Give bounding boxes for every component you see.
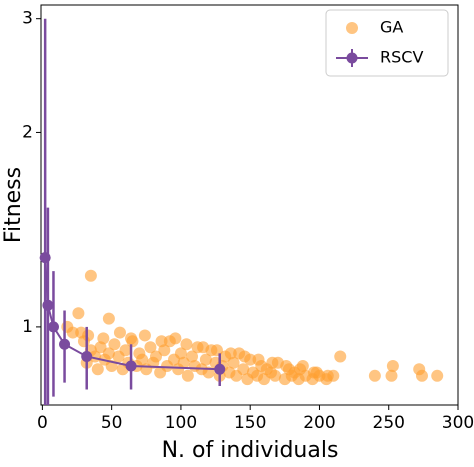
rscv-point: [42, 299, 54, 311]
ga-point: [138, 329, 151, 342]
ga-point: [269, 369, 282, 382]
x-tick-label: 0: [37, 413, 48, 433]
ga-point: [174, 347, 187, 360]
ga-point: [155, 335, 168, 348]
ga-point: [307, 366, 320, 379]
ga-point: [72, 307, 85, 320]
ga-point: [113, 326, 126, 339]
rscv-point: [39, 252, 51, 264]
y-tick-label: 2: [22, 122, 33, 142]
y-axis-label: Fitness: [1, 167, 26, 243]
ga-point: [266, 356, 279, 369]
ga-point: [252, 353, 265, 366]
x-tick-label: 100: [165, 413, 197, 433]
x-axis-label: N. of individuals: [162, 438, 339, 463]
ga-point: [84, 269, 97, 282]
ga-point: [321, 369, 334, 382]
ga-point: [238, 350, 251, 363]
ga-point: [210, 344, 223, 357]
ga-point: [158, 344, 171, 357]
plot-frame: [40, 4, 459, 406]
ga-point: [149, 350, 162, 363]
y-tick-label: 1: [22, 317, 33, 337]
ga-point: [227, 356, 240, 369]
ga-point: [91, 363, 104, 376]
x-tick-label: 150: [234, 413, 266, 433]
ga-point: [186, 350, 199, 363]
ga-point: [224, 347, 237, 360]
ga-point: [294, 363, 307, 376]
ga-point: [334, 350, 347, 363]
ga-point: [97, 332, 110, 345]
plot-area: [39, 18, 444, 405]
ga-point: [385, 369, 398, 382]
ga-point: [237, 363, 250, 376]
legend-marker: [346, 22, 358, 34]
ga-point: [125, 332, 138, 345]
ga-point: [66, 326, 79, 339]
ga-point: [144, 341, 157, 354]
ga-point: [102, 312, 115, 325]
ga-point: [180, 338, 193, 351]
ga-point: [169, 332, 182, 345]
ga-point: [136, 353, 149, 366]
ga-point: [386, 359, 399, 372]
ga-point: [415, 369, 428, 382]
rscv-point: [59, 338, 71, 350]
rscv-point: [47, 321, 59, 333]
legend-marker: [346, 52, 358, 64]
ga-point: [197, 341, 210, 354]
rscv-point: [125, 360, 137, 372]
ga-point: [102, 347, 115, 360]
ga-point: [181, 369, 194, 382]
rscv-point: [214, 363, 226, 375]
ga-point: [368, 369, 381, 382]
rscv-point: [81, 350, 93, 362]
ga-point: [119, 344, 132, 357]
ga-point: [431, 369, 444, 382]
x-tick-label: 50: [101, 413, 123, 433]
ga-point: [177, 356, 190, 369]
ga-point: [108, 338, 121, 351]
ga-point: [280, 359, 293, 372]
y-tick-label: 3: [22, 9, 33, 29]
legend-label: GA: [380, 18, 403, 37]
ga-point: [82, 329, 95, 342]
x-tick-label: 300: [442, 413, 474, 433]
x-tick-label: 250: [373, 413, 405, 433]
ga-point: [199, 353, 212, 366]
x-tick-label: 200: [303, 413, 335, 433]
legend-label: RSCV: [380, 48, 423, 67]
